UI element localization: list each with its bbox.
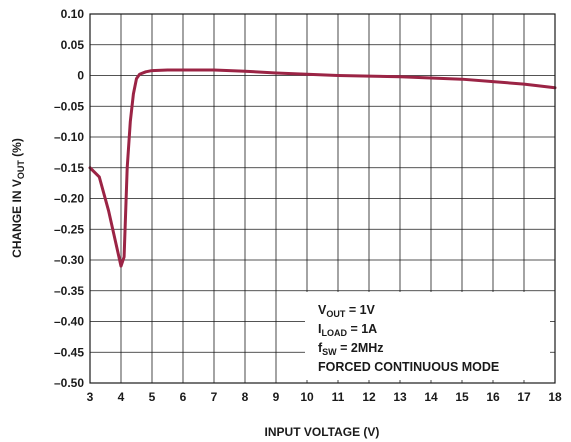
- y-tick-label: 0: [77, 69, 84, 83]
- annotation-line: fSW = 2MHz: [318, 341, 384, 357]
- annotation-line: VOUT = 1V: [318, 303, 376, 319]
- y-tick-label: 0.05: [61, 38, 85, 52]
- x-tick-label: 11: [332, 390, 345, 404]
- x-tick-label: 8: [242, 390, 249, 404]
- y-tick-label: –0.05: [54, 99, 84, 113]
- y-axis-title-main: CHANGE IN V: [10, 179, 24, 258]
- annotation-line: ILOAD = 1A: [318, 322, 377, 338]
- plot-frame: [89, 13, 556, 384]
- x-tick-label: 13: [393, 390, 407, 404]
- x-tick-label: 15: [455, 390, 469, 404]
- x-tick-label: 9: [273, 390, 280, 404]
- x-tick-label: 5: [149, 390, 156, 404]
- annotations: VOUT = 1V ILOAD = 1A fSW = 2MHz FORCED CONT…: [318, 303, 499, 374]
- x-tick-label: 16: [486, 390, 500, 404]
- x-axis-title: INPUT VOLTAGE (V): [265, 425, 380, 439]
- y-tick-label: –0.25: [54, 222, 84, 236]
- series-line: [88, 68, 557, 268]
- y-tick-label: –0.50: [54, 376, 84, 390]
- y-tick-label: –0.45: [54, 345, 84, 359]
- annotation-line: FORCED CONTINUOUS MODE: [318, 360, 499, 374]
- y-tick-label: –0.30: [54, 253, 84, 267]
- y-tick-label: 0.10: [61, 7, 85, 21]
- x-tick-label: 14: [424, 390, 438, 404]
- y-tick-label: –0.20: [54, 192, 84, 206]
- y-tick-label: –0.35: [54, 284, 84, 298]
- y-axis-title-tail: (%): [10, 138, 24, 160]
- x-tick-label: 17: [517, 390, 531, 404]
- y-tick-label: –0.10: [54, 130, 84, 144]
- x-tick-label: 4: [118, 390, 125, 404]
- x-tick-label: 18: [548, 390, 562, 404]
- x-tick-label: 7: [211, 390, 218, 404]
- y-axis-title-sub: OUT: [16, 160, 26, 180]
- x-tick-label: 6: [180, 390, 187, 404]
- y-tick-labels: 0.10 0.05 0 –0.05 –0.10 –0.15 –0.20 –0.25 –0.30 –…: [54, 7, 84, 390]
- x-tick-labels: 3 4 5 6 7 8 9 10 11 12 13 14 15 16 17 18: [87, 390, 562, 404]
- y-tick-label: –0.40: [54, 315, 84, 329]
- annotation-box: [305, 292, 550, 380]
- x-tick-label: 3: [87, 390, 94, 404]
- y-axis-title: CHANGE IN VOUT (%): [10, 138, 26, 258]
- y-tick-label: –0.15: [54, 161, 84, 175]
- x-tick-label: 12: [362, 390, 376, 404]
- x-tick-label: 10: [300, 390, 314, 404]
